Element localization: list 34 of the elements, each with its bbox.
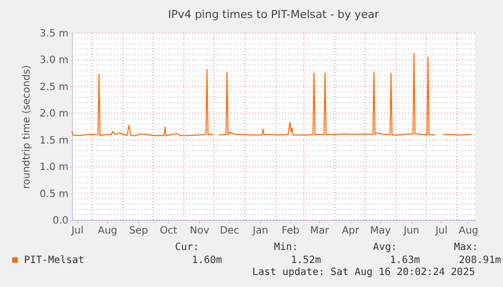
x-tick-label: Aug	[98, 226, 118, 236]
x-tick-label: Apr	[342, 226, 360, 236]
text: 1.52m	[290, 255, 321, 266]
legend-label: PIT-Melsat	[24, 255, 84, 266]
x-tick-label: Jul	[434, 226, 448, 236]
x-tick-label: Mar	[310, 226, 330, 236]
y-tick-label: 3.0 m	[40, 55, 68, 66]
y-tick-label: 1.5 m	[40, 135, 68, 146]
text: 208.91m	[458, 255, 501, 266]
x-tick-label: May	[370, 226, 391, 236]
text: Cur:	[174, 242, 200, 253]
text: Last update: Sat Aug 16 20:02:24 2025	[252, 267, 475, 278]
x-tick-label: Jan	[252, 226, 268, 236]
x-tick-label: Jul	[70, 226, 84, 236]
y-tick-label: 0.0	[52, 216, 68, 226]
text: 1.60m	[192, 255, 222, 266]
y-tick-label: 2.0 m	[40, 108, 68, 120]
x-tick-label: Oct	[160, 226, 178, 236]
x-tick-label: Feb	[282, 226, 300, 236]
x-tick-label: Nov	[190, 226, 210, 236]
y-tick-label: 3.5 m	[40, 28, 68, 40]
text: Avg:	[372, 242, 398, 253]
x-tick-label: Aug	[458, 226, 478, 236]
chart-title: IPv4 ping times to PIT-Melsat - by year	[168, 8, 380, 21]
x-tick-label: Dec	[220, 226, 240, 236]
y-tick-label: 0.5 m	[40, 188, 68, 200]
text: 1.63m	[390, 255, 420, 266]
y-tick-label: 2.5 m	[40, 82, 68, 93]
x-tick-label: Jun	[402, 226, 420, 236]
x-tick-label: Sep	[129, 226, 148, 236]
text: Max:	[454, 242, 478, 253]
text: Min:	[274, 242, 298, 253]
y-axis-title: roundtrip time (seconds)	[22, 64, 33, 189]
y-tick-label: 1.0 m	[40, 162, 68, 174]
